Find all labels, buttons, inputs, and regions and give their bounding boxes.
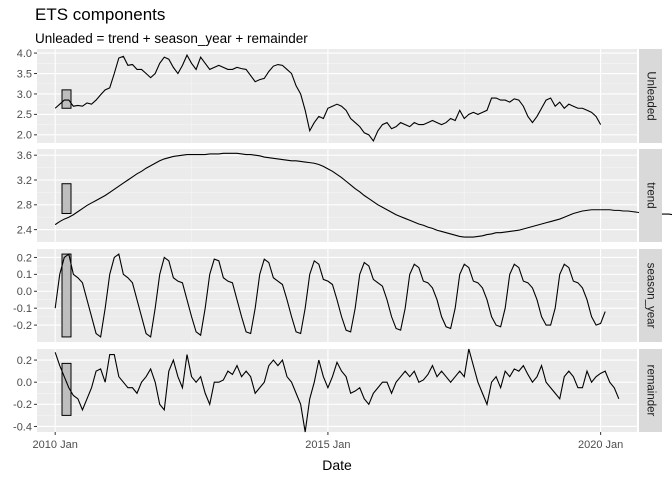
y-tick-label: -0.4 — [13, 421, 32, 433]
facet-strip-label: remainder — [645, 365, 657, 417]
y-tick-label: 3.0 — [17, 89, 32, 101]
facet-strip-label: season_year — [645, 263, 657, 329]
facet-strip — [639, 249, 662, 342]
y-tick-label: 2.8 — [17, 200, 32, 212]
scale-bar — [61, 253, 72, 338]
y-tick-label: 0.0 — [17, 286, 32, 298]
y-tick-label: 3.5 — [17, 68, 32, 80]
facet-strip — [639, 149, 662, 242]
facet-strip — [639, 349, 662, 432]
chart-subtitle: Unleaded = trend + season_year + remaind… — [35, 31, 308, 46]
scale-bar — [61, 89, 72, 109]
x-tick-label: 2010 Jan — [33, 439, 78, 451]
panel-remainder: -0.4 -0.2 0.0 0.2 remainder — [13, 348, 662, 433]
y-tick-label: 0.0 — [17, 377, 32, 389]
y-tick-label: 4.0 — [17, 48, 32, 60]
y-tick-label: -0.2 — [13, 320, 32, 332]
x-axis-label: Date — [322, 457, 352, 473]
scale-bar — [61, 183, 72, 214]
panel-Unleaded: 2.0 2.5 3.0 3.5 4.0 Unleaded — [17, 48, 662, 143]
panel-trend: 2.4 2.8 3.2 3.6 trend — [17, 149, 672, 242]
facet-strip-label: Unleaded — [645, 71, 657, 120]
y-tick-label: 3.6 — [17, 150, 32, 162]
series-line-Unleaded — [54, 53, 602, 143]
y-tick-label: -0.2 — [13, 399, 32, 411]
y-tick-label: 3.2 — [17, 175, 32, 187]
y-tick-label: -0.1 — [13, 303, 32, 315]
y-tick-label: 2.0 — [17, 130, 32, 142]
series-line-season-year — [54, 253, 606, 338]
series-line-trend — [54, 152, 672, 238]
facet-strip-label: trend — [645, 182, 657, 208]
y-tick-label: 0.2 — [17, 355, 32, 367]
series-line-remainder — [54, 348, 620, 433]
chart-title: ETS components — [35, 5, 166, 24]
facet-strip — [639, 49, 662, 143]
x-tick-label: 2015 Jan — [305, 439, 350, 451]
y-tick-label: 2.4 — [17, 224, 32, 236]
y-tick-label: 0.2 — [17, 252, 32, 264]
panel-background — [37, 249, 637, 342]
y-tick-label: 0.1 — [17, 269, 32, 281]
panel-background — [37, 49, 637, 143]
scale-bar — [61, 362, 72, 416]
panel-season-year: -0.2 -0.1 0.0 0.1 0.2 season_year — [13, 249, 662, 342]
y-tick-label: 2.5 — [17, 109, 32, 121]
x-tick-label: 2020 Jan — [578, 439, 623, 451]
panel-background — [37, 149, 637, 242]
